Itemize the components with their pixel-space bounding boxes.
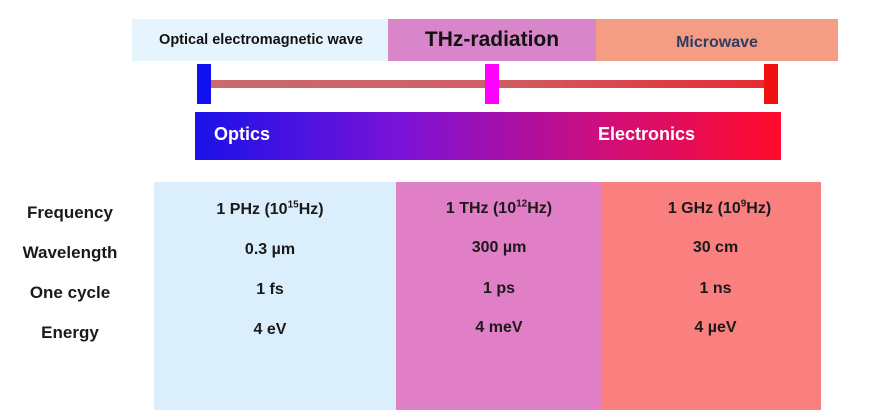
microwave-frequency-base: 1 GHz (10 xyxy=(667,200,741,217)
row-label-frequency: Frequency xyxy=(27,203,113,222)
thz-marker xyxy=(485,64,499,104)
microwave-wavelength: 30 cm xyxy=(692,239,739,256)
thz-frequency-unit: Hz) xyxy=(527,200,553,217)
optical-marker xyxy=(197,64,211,104)
thz-column xyxy=(396,182,602,410)
thz-frequency: 1 THz (1012Hz) xyxy=(396,198,602,218)
row-label-wavelength: Wavelength xyxy=(22,243,118,262)
row-label-energy: Energy xyxy=(41,323,99,342)
microwave-marker xyxy=(764,64,778,104)
thz-band-text: THz-radiation xyxy=(424,28,560,51)
row-label-one-cycle: One cycle xyxy=(29,283,111,302)
microwave-band-label: Microwave xyxy=(596,19,838,61)
optical-energy: 4 eV xyxy=(253,321,287,338)
thz-wavelength: 300 µm xyxy=(471,239,527,256)
microwave-frequency-unit: Hz) xyxy=(746,200,772,217)
thz-band-label: THz-radiation xyxy=(388,19,596,61)
optical-frequency: 1 PHz (1015Hz) xyxy=(154,199,386,219)
optical-wavelength: 0.3 µm xyxy=(244,241,296,258)
optical-frequency-exponent: 15 xyxy=(287,199,299,211)
thz-frequency-base: 1 THz (10 xyxy=(445,200,517,217)
optical-band-text: Optical electromagnetic wave xyxy=(159,32,363,48)
microwave-energy: 4 µeV xyxy=(694,319,737,336)
microwave-frequency: 1 GHz (109Hz) xyxy=(610,198,829,218)
microwave-cycle: 1 ns xyxy=(699,280,732,297)
thz-frequency-exponent: 12 xyxy=(516,198,528,210)
thz-cycle: 1 ps xyxy=(482,280,515,297)
optics-label: Optics xyxy=(214,124,271,144)
microwave-frequency-exponent: 9 xyxy=(740,198,747,210)
optical-band-label: Optical electromagnetic wave xyxy=(132,19,390,61)
optical-frequency-base: 1 PHz (10 xyxy=(216,201,288,218)
optics-electronics-gradient: Optics Electronics xyxy=(195,112,781,160)
microwave-band-text: Microwave xyxy=(676,34,758,51)
microwave-column xyxy=(602,182,821,410)
electronics-label: Electronics xyxy=(598,124,696,144)
optical-cycle: 1 fs xyxy=(256,281,284,298)
thz-energy: 4 meV xyxy=(475,319,523,336)
optical-column xyxy=(154,182,396,410)
optical-frequency-unit: Hz) xyxy=(298,201,324,218)
